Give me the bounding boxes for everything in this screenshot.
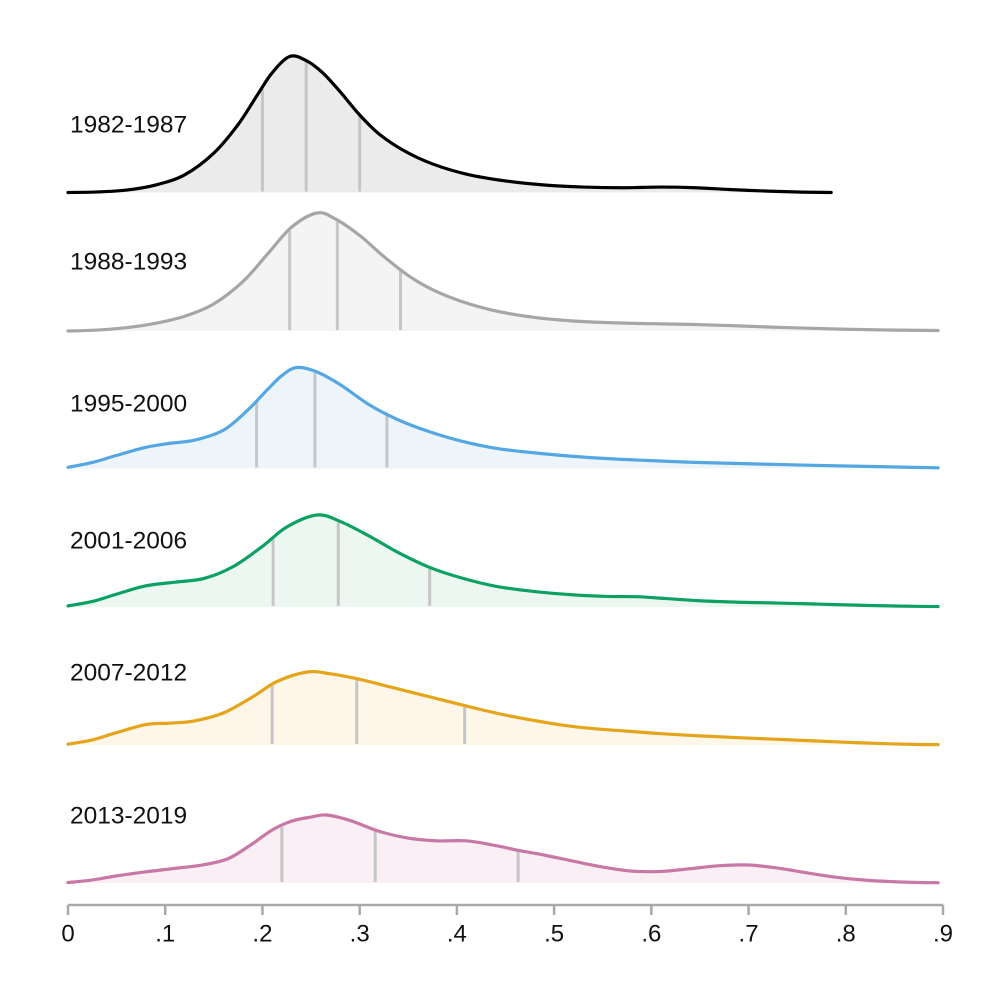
- x-tick-label: .3: [350, 921, 370, 948]
- x-tick-label: .8: [836, 921, 856, 948]
- series-label: 2001-2006: [70, 528, 187, 555]
- density-curve: [66, 211, 940, 333]
- density-curve: [66, 513, 940, 609]
- density-curve: [66, 365, 940, 470]
- density-series: [66, 813, 940, 885]
- x-tick-label: .2: [252, 921, 272, 948]
- density-series: [66, 211, 940, 333]
- series-label: 2013-2019: [70, 803, 187, 830]
- series-labels: 1982-1987 1988-1993 1995-2000 2001-2006 2007…: [70, 112, 187, 830]
- series-label: 1988-1993: [70, 249, 187, 276]
- x-tick-label: .5: [544, 921, 564, 948]
- series-label: 2007-2012: [70, 660, 187, 687]
- x-tick-label: .7: [739, 921, 759, 948]
- x-tick-label: .4: [447, 921, 467, 948]
- density-fill: [68, 514, 939, 607]
- x-tick-label: .6: [641, 921, 661, 948]
- x-tick-label: 0: [61, 921, 74, 948]
- x-tick-label: .9: [933, 921, 953, 948]
- density-series: [66, 669, 940, 747]
- density-fill: [68, 671, 939, 745]
- density-curve: [66, 669, 940, 747]
- series-label: 1982-1987: [70, 112, 187, 139]
- density-fill: [68, 55, 832, 193]
- density-series: [66, 513, 940, 609]
- density-fill: [68, 367, 939, 469]
- density-series: [66, 365, 940, 470]
- x-tick-label: .1: [155, 921, 175, 948]
- density-curve: [66, 54, 833, 195]
- series-layer: [66, 54, 940, 885]
- density-series: [66, 54, 833, 195]
- density-curve: [66, 813, 940, 885]
- x-axis: 0 .1 .2 .3 .4 .5 .6 .7 .8 .9: [61, 903, 953, 948]
- series-label: 1995-2000: [70, 391, 187, 418]
- density-fill: [68, 212, 939, 331]
